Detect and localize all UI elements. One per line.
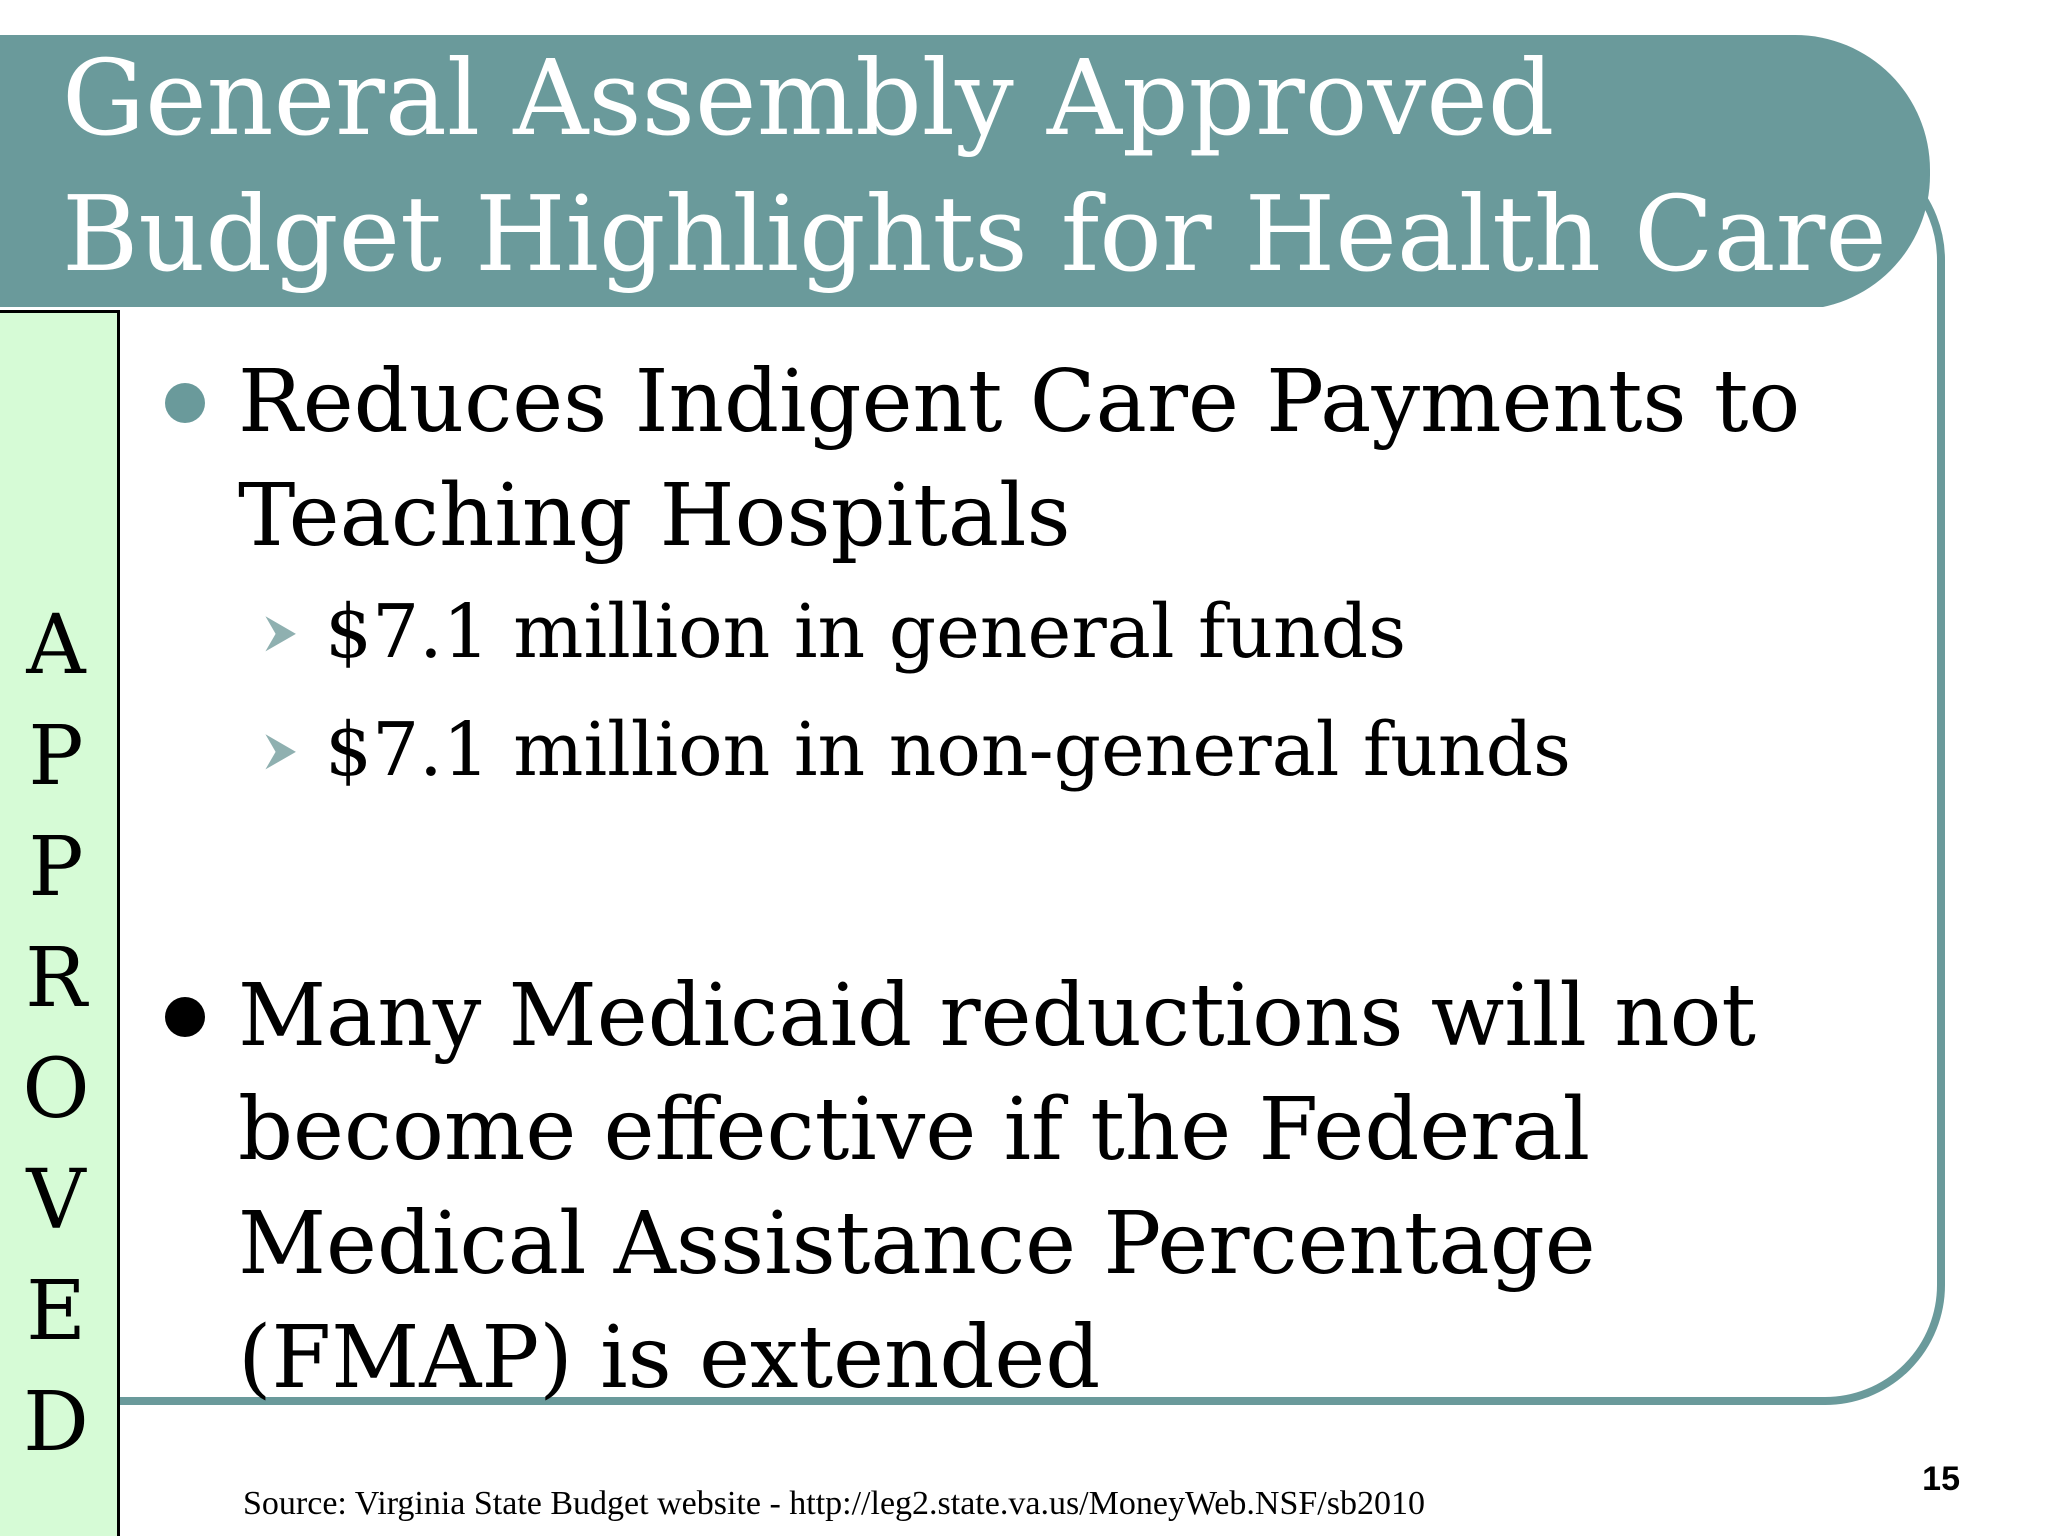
- title-line-2: Budget Highlights for Health Care: [62, 173, 1887, 295]
- bullet-text: Many Medicaid reductions will not become…: [238, 966, 1756, 1408]
- approved-letter: P: [28, 820, 84, 915]
- bullet-dot-icon: [165, 997, 205, 1037]
- approved-label: A P P R O V E D: [0, 590, 112, 1478]
- approved-letter: R: [25, 931, 87, 1026]
- spacer: [160, 809, 1920, 959]
- approved-letter: V: [26, 1153, 86, 1248]
- title-banner: [0, 35, 1930, 314]
- page-number: 15: [1922, 1460, 1960, 1498]
- bullet-item: Many Medicaid reductions will not become…: [160, 959, 1920, 1415]
- bullet-list: Reduces Indigent Care Payments to Teachi…: [160, 345, 1920, 1415]
- title-line-1: General Assembly Approved: [62, 37, 1555, 159]
- sub-bullet-text: $7.1 million in general funds: [325, 589, 1407, 675]
- slide-title: General Assembly Approved Budget Highlig…: [62, 30, 1887, 302]
- content-frame: [0, 140, 1945, 1405]
- approved-letter: E: [26, 1264, 86, 1359]
- title-underline: [0, 307, 1830, 314]
- approved-letter: D: [23, 1375, 89, 1470]
- bullet-dot-icon: [165, 383, 205, 423]
- sub-bullet-text: $7.1 million in non-general funds: [325, 707, 1571, 793]
- bullet-text: Reduces Indigent Care Payments to Teachi…: [238, 352, 1801, 566]
- approved-letter: P: [28, 709, 84, 804]
- arrow-bullet-icon: ⮞: [265, 606, 297, 657]
- source-citation: Source: Virginia State Budget website - …: [243, 1485, 1425, 1522]
- approved-letter: A: [26, 598, 86, 693]
- bullet-item: Reduces Indigent Care Payments to Teachi…: [160, 345, 1920, 573]
- approved-strip: [0, 310, 120, 1536]
- arrow-bullet-icon: ⮞: [265, 724, 297, 775]
- sub-bullet-item: ⮞ $7.1 million in non-general funds: [160, 691, 1920, 809]
- sub-bullet-item: ⮞ $7.1 million in general funds: [160, 573, 1920, 691]
- approved-letter: O: [22, 1042, 90, 1137]
